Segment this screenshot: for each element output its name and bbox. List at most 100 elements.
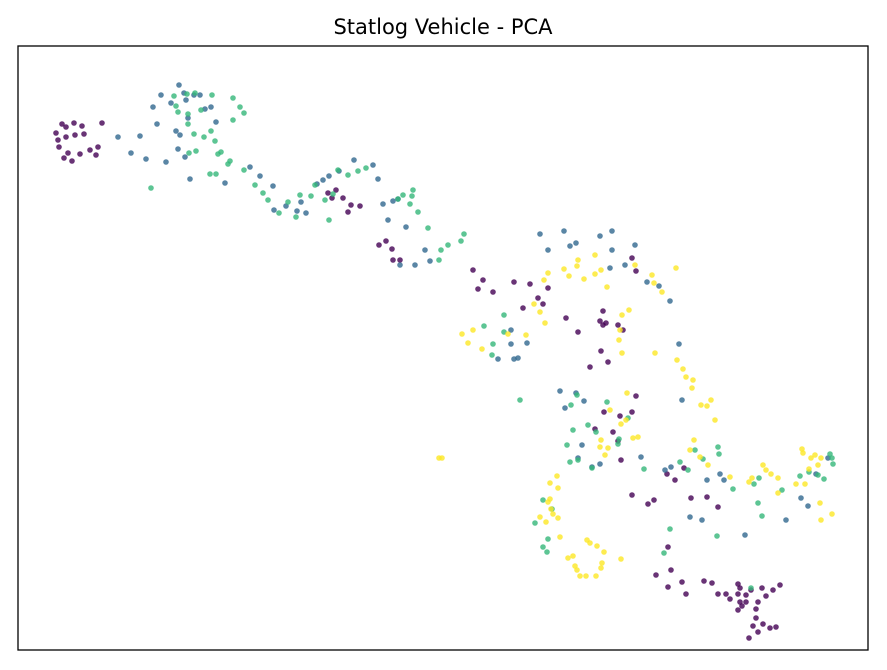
data-point-class-0	[333, 187, 339, 193]
data-point-class-0	[480, 277, 486, 283]
data-point-class-2	[285, 199, 291, 205]
data-point-class-0	[520, 305, 526, 311]
data-point-class-3	[604, 284, 610, 290]
data-point-class-2	[363, 165, 369, 171]
data-point-class-1	[326, 173, 332, 179]
data-point-class-3	[749, 475, 755, 481]
data-point-class-2	[564, 442, 570, 448]
data-point-class-3	[659, 289, 665, 295]
data-point-class-3	[775, 475, 781, 481]
data-point-class-0	[605, 359, 611, 365]
data-point-class-0	[545, 285, 551, 291]
data-point-class-1	[579, 442, 585, 448]
data-point-class-0	[95, 144, 101, 150]
data-point-class-0	[540, 301, 546, 307]
data-point-class-3	[746, 479, 752, 485]
data-point-class-1	[403, 224, 409, 230]
data-point-class-1	[632, 242, 638, 248]
data-point-class-1	[656, 283, 662, 289]
data-point-class-0	[704, 494, 710, 500]
data-point-class-3	[548, 506, 554, 512]
data-point-class-0	[727, 596, 733, 602]
data-point-class-2	[604, 399, 610, 405]
data-point-class-0	[87, 147, 93, 153]
data-point-class-1	[537, 231, 543, 237]
data-point-class-2	[185, 111, 191, 117]
data-point-class-1	[187, 176, 193, 182]
data-point-class-0	[735, 591, 741, 597]
data-point-class-2	[616, 436, 622, 442]
data-point-class-3	[635, 434, 641, 440]
data-point-class-1	[177, 132, 183, 138]
data-point-class-3	[554, 473, 560, 479]
data-point-class-2	[716, 451, 722, 457]
data-point-class-1	[173, 128, 179, 134]
data-point-class-1	[638, 454, 644, 460]
data-point-class-2	[545, 536, 551, 542]
data-point-class-3	[623, 417, 629, 423]
data-point-class-0	[65, 150, 71, 156]
data-point-class-2	[685, 467, 691, 473]
data-point-class-1	[176, 82, 182, 88]
data-point-class-0	[701, 578, 707, 584]
data-point-class-2	[207, 171, 213, 177]
data-point-class-2	[641, 466, 647, 472]
data-point-class-3	[537, 309, 543, 315]
data-point-class-2	[326, 217, 332, 223]
data-point-class-1	[154, 121, 160, 127]
data-point-class-3	[619, 350, 625, 356]
data-point-class-1	[561, 228, 567, 234]
data-point-class-2	[241, 167, 247, 173]
data-point-class-3	[687, 447, 693, 453]
data-point-class-2	[260, 190, 266, 196]
data-point-class-2	[425, 225, 431, 231]
data-point-class-3	[698, 402, 704, 408]
data-point-class-0	[81, 131, 87, 137]
data-point-class-3	[599, 560, 605, 566]
data-point-class-1	[158, 92, 164, 98]
data-point-class-2	[410, 187, 416, 193]
data-point-class-0	[735, 607, 741, 613]
data-point-class-3	[547, 480, 553, 486]
data-point-class-0	[55, 137, 61, 143]
data-point-class-0	[77, 151, 83, 157]
data-point-class-0	[672, 477, 678, 483]
data-point-class-2	[201, 134, 207, 140]
data-point-class-1	[557, 388, 563, 394]
data-point-class-0	[610, 429, 616, 435]
data-point-class-3	[775, 490, 781, 496]
data-point-class-2	[830, 461, 836, 467]
data-point-class-3	[555, 515, 561, 521]
data-point-class-2	[293, 214, 299, 220]
data-point-class-3	[624, 390, 630, 396]
data-point-class-3	[557, 534, 563, 540]
data-point-class-1	[662, 467, 668, 473]
data-point-class-3	[470, 327, 476, 333]
data-point-class-0	[63, 134, 69, 140]
data-point-class-0	[629, 255, 635, 261]
data-point-class-2	[355, 168, 361, 174]
data-point-class-3	[680, 366, 686, 372]
data-point-class-0	[603, 320, 609, 326]
data-point-class-3	[808, 455, 814, 461]
data-point-class-0	[683, 591, 689, 597]
data-point-class-2	[409, 193, 415, 199]
data-point-class-3	[697, 454, 703, 460]
data-point-class-0	[69, 158, 75, 164]
data-point-class-3	[712, 417, 718, 423]
data-point-class-1	[247, 164, 253, 170]
data-point-class-3	[683, 374, 689, 380]
data-point-class-2	[230, 117, 236, 123]
data-point-class-0	[376, 242, 382, 248]
data-point-class-2	[715, 444, 721, 450]
data-point-class-1	[213, 119, 219, 125]
data-point-class-0	[390, 257, 396, 263]
data-point-class-1	[597, 233, 603, 239]
data-point-class-2	[215, 151, 221, 157]
plot-frame	[17, 45, 869, 651]
data-point-class-3	[561, 266, 567, 272]
data-point-class-0	[743, 599, 749, 605]
data-point-class-2	[276, 210, 282, 216]
data-point-class-2	[755, 500, 761, 506]
